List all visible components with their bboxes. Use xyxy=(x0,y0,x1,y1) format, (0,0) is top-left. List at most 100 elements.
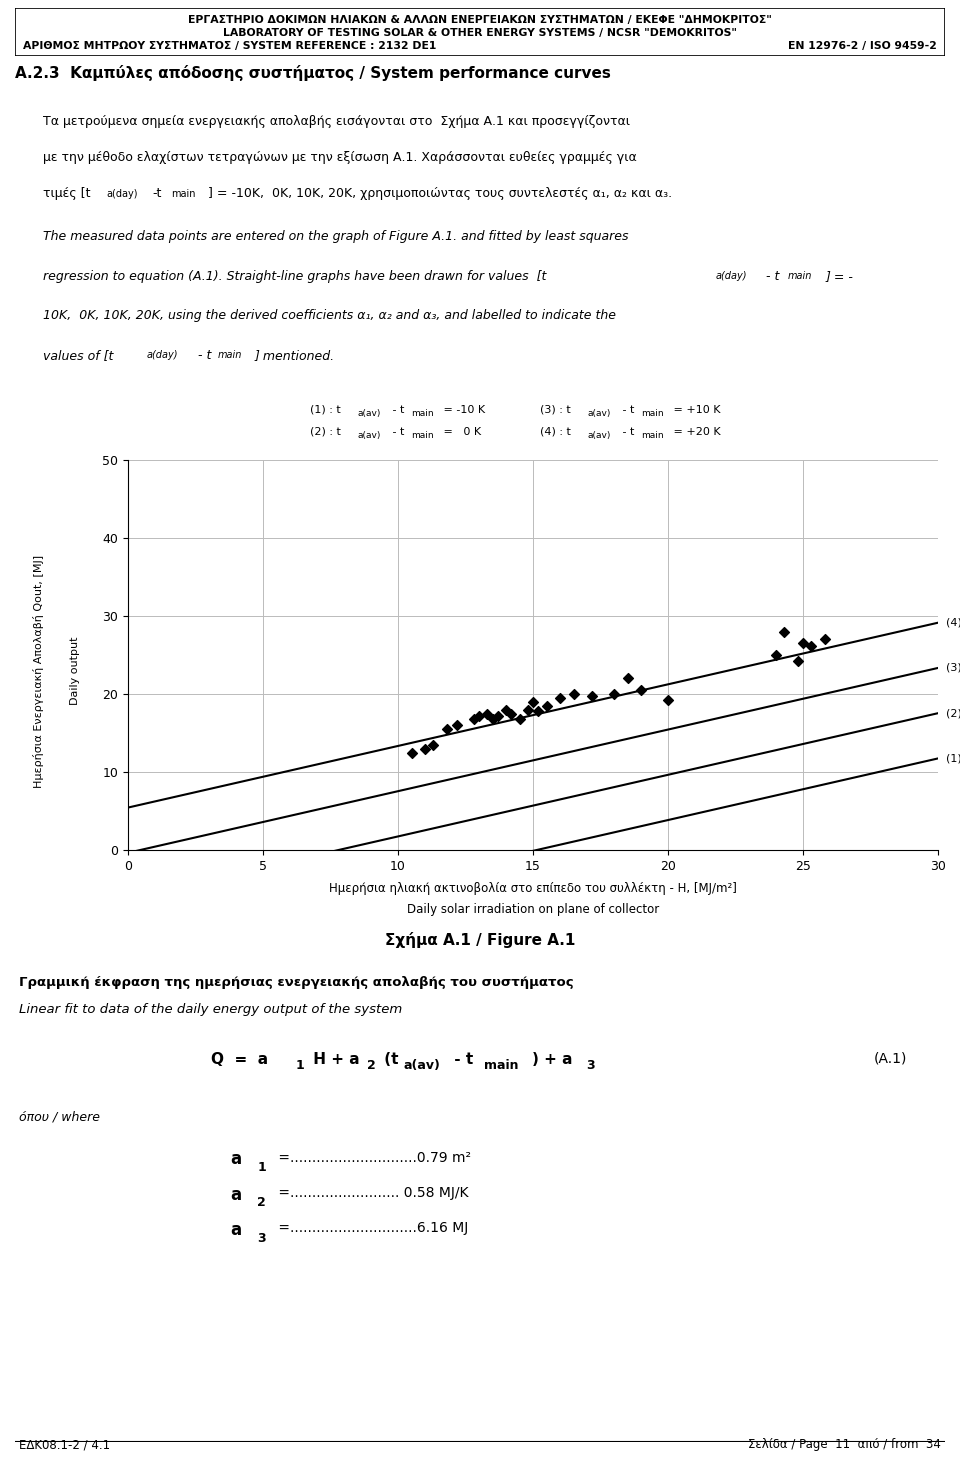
Text: (4) : t: (4) : t xyxy=(540,426,571,437)
Point xyxy=(777,620,792,643)
Text: - t: - t xyxy=(619,426,635,437)
Text: A.2.3  Καμπύλες απόδοσης συστήματος / System performance curves: A.2.3 Καμπύλες απόδοσης συστήματος / Sys… xyxy=(15,65,611,81)
Text: ) + a: ) + a xyxy=(532,1052,572,1066)
Text: a: a xyxy=(230,1150,242,1168)
Text: H + a: H + a xyxy=(308,1052,360,1066)
Point xyxy=(449,714,465,738)
Point xyxy=(585,684,600,708)
Text: (t: (t xyxy=(379,1052,398,1066)
Point xyxy=(439,717,454,740)
Text: 10K,  0K, 10K, 20K, using the derived coefficients α₁, α₂ and α₃, and labelled t: 10K, 0K, 10K, 20K, using the derived coe… xyxy=(43,310,616,322)
Text: (4): (4) xyxy=(947,618,960,628)
Point xyxy=(504,702,519,726)
Text: The measured data points are entered on the graph of Figure A.1. and fitted by l: The measured data points are entered on … xyxy=(43,230,629,243)
Point xyxy=(552,686,567,709)
Point xyxy=(466,707,481,730)
Text: Daily output: Daily output xyxy=(70,637,80,705)
Point xyxy=(485,707,500,730)
Text: τιμές [t: τιμές [t xyxy=(43,187,90,201)
Text: (2) : t: (2) : t xyxy=(310,426,341,437)
Text: a(av): a(av) xyxy=(587,409,611,417)
Point xyxy=(634,678,649,702)
Text: - t: - t xyxy=(389,406,404,414)
Text: =.............................0.79 m²: =.............................0.79 m² xyxy=(274,1150,470,1164)
Text: main: main xyxy=(411,431,434,440)
Text: 1: 1 xyxy=(296,1059,304,1072)
Point xyxy=(607,683,622,707)
Text: main: main xyxy=(411,409,434,417)
Text: με την μέθοδο ελαχίστων τετραγώνων με την εξίσωση Α.1. Χαράσσονται ευθείες γραμμ: με την μέθοδο ελαχίστων τετραγώνων με τη… xyxy=(43,150,636,164)
Text: 2: 2 xyxy=(367,1059,375,1072)
Text: a: a xyxy=(230,1186,242,1204)
Text: values of [t: values of [t xyxy=(43,348,113,361)
Text: ΕΡΓΑΣΤΗΡΙΟ ΔΟΚΙΜΩΝ ΗΛΙΑΚΩΝ & ΑΛΛΩΝ ΕΝΕΡΓΕΙΑΚΩΝ ΣΥΣΤΗΜΑΤΩΝ / ΕΚΕΦΕ "ΔΗΜΟΚΡΙΤΟΣ": ΕΡΓΑΣΤΗΡΙΟ ΔΟΚΙΜΩΝ ΗΛΙΑΚΩΝ & ΑΛΛΩΝ ΕΝΕΡΓ… xyxy=(188,15,772,25)
Point xyxy=(817,627,832,650)
Point xyxy=(620,667,636,690)
Point xyxy=(525,690,540,714)
Point xyxy=(660,689,676,712)
Text: ΕΔΚ08.1-2 / 4.1: ΕΔΚ08.1-2 / 4.1 xyxy=(19,1438,110,1451)
Text: a(av): a(av) xyxy=(357,409,380,417)
Text: ΑΡΙΘΜΟΣ ΜΗΤΡΩΟΥ ΣΥΣΤΗΜΑΤΟΣ / SYSTEM REFERENCE : 2132 DE1: ΑΡΙΘΜΟΣ ΜΗΤΡΩΟΥ ΣΥΣΤΗΜΑΤΟΣ / SYSTEM REFE… xyxy=(23,41,437,52)
Text: - t: - t xyxy=(762,270,780,283)
Text: a(av): a(av) xyxy=(357,431,380,440)
Text: main: main xyxy=(788,271,812,282)
Text: main: main xyxy=(171,189,196,199)
Text: a(day): a(day) xyxy=(715,271,747,282)
Text: main: main xyxy=(641,431,663,440)
Text: EN 12976-2 / ISO 9459-2: EN 12976-2 / ISO 9459-2 xyxy=(788,41,937,52)
Text: 3: 3 xyxy=(257,1232,266,1245)
Text: a: a xyxy=(230,1221,242,1239)
Text: (A.1): (A.1) xyxy=(874,1052,907,1065)
Point xyxy=(479,702,494,726)
Text: Q  =  a: Q = a xyxy=(211,1052,269,1066)
Text: -t: -t xyxy=(153,187,162,201)
Point xyxy=(491,704,506,727)
Text: ] mentioned.: ] mentioned. xyxy=(255,348,335,361)
Text: a(day): a(day) xyxy=(107,189,137,199)
Text: 1: 1 xyxy=(257,1161,266,1174)
Text: όπου / where: όπου / where xyxy=(19,1111,100,1124)
Text: (3): (3) xyxy=(947,662,960,673)
Point xyxy=(565,683,581,707)
Point xyxy=(512,707,527,730)
Text: LABORATORY OF TESTING SOLAR & OTHER ENERGY SYSTEMS / NCSR "DEMOKRITOS": LABORATORY OF TESTING SOLAR & OTHER ENER… xyxy=(223,28,737,38)
Point xyxy=(804,634,819,658)
Text: =   0 K: = 0 K xyxy=(440,426,481,437)
Point xyxy=(404,740,420,764)
Text: a(day): a(day) xyxy=(147,351,179,360)
Text: Γραμμική έκφραση της ημερήσιας ενεργειακής απολαβής του συστήματος: Γραμμική έκφραση της ημερήσιας ενεργειακ… xyxy=(19,976,574,990)
Text: - t: - t xyxy=(194,348,211,361)
Text: main: main xyxy=(218,351,242,360)
Point xyxy=(790,649,805,673)
Text: 3: 3 xyxy=(587,1059,595,1072)
Text: - t: - t xyxy=(619,406,635,414)
Text: (2): (2) xyxy=(947,708,960,718)
Text: ] = -: ] = - xyxy=(825,270,852,283)
Point xyxy=(531,699,546,723)
Text: Τα μετρούμενα σημεία ενεργειακής απολαβής εισάγονται στο  Σχήμα Α.1 και προσεγγί: Τα μετρούμενα σημεία ενεργειακής απολαβή… xyxy=(43,115,630,127)
Point xyxy=(795,631,810,655)
Point xyxy=(520,698,536,721)
Text: 2: 2 xyxy=(257,1196,266,1210)
Text: =......................... 0.58 MJ/K: =......................... 0.58 MJ/K xyxy=(274,1186,468,1199)
Text: = +10 K: = +10 K xyxy=(670,406,721,414)
Text: ] = -10K,  0K, 10K, 20K, χρησιμοποιώντας τους συντελεστές α₁, α₂ και α₃.: ] = -10K, 0K, 10K, 20K, χρησιμοποιώντας … xyxy=(208,187,673,201)
Text: (1) : t: (1) : t xyxy=(310,406,341,414)
Point xyxy=(418,738,433,761)
Text: Ημερήσια ηλιακή ακτινοβολία στο επίπεδο του συλλέκτη - H, [MJ/m²]: Ημερήσια ηλιακή ακτινοβολία στο επίπεδο … xyxy=(329,882,736,895)
Text: Linear fit to data of the daily energy output of the system: Linear fit to data of the daily energy o… xyxy=(19,1003,402,1016)
Text: Daily solar irradiation on plane of collector: Daily solar irradiation on plane of coll… xyxy=(407,903,659,916)
Point xyxy=(425,733,441,757)
Text: a(av): a(av) xyxy=(403,1059,440,1072)
Text: = -10 K: = -10 K xyxy=(440,406,485,414)
Text: - t: - t xyxy=(449,1052,473,1066)
Text: Σελίδα / Page  11  από / from  34: Σελίδα / Page 11 από / from 34 xyxy=(748,1438,941,1451)
Text: Ημερήσια Ενεργειακή Απολαβή Qout, [MJ]: Ημερήσια Ενεργειακή Απολαβή Qout, [MJ] xyxy=(33,555,44,788)
Point xyxy=(471,704,487,727)
Point xyxy=(768,643,783,667)
Text: main: main xyxy=(641,409,663,417)
Text: main: main xyxy=(484,1059,518,1072)
Text: Σχήμα Α.1 / Figure A.1: Σχήμα Α.1 / Figure A.1 xyxy=(385,932,575,948)
Text: =.............................6.16 MJ: =.............................6.16 MJ xyxy=(274,1221,468,1235)
